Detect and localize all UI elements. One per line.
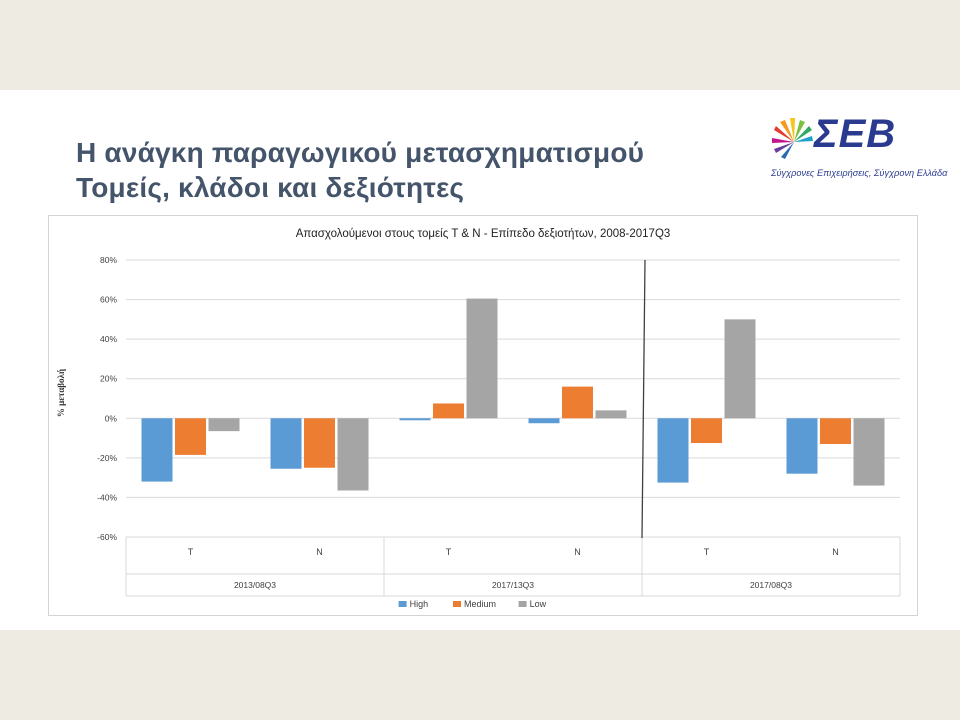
bar-high: [786, 418, 818, 474]
group-label: 2017/08Q3: [750, 580, 792, 590]
legend-swatch-medium: [453, 601, 461, 607]
bar-low: [853, 418, 885, 486]
slide-title-line2: Τομείς, κλάδοι και δεξιότητες: [76, 172, 465, 203]
bar-medium: [175, 418, 206, 455]
legend-label-medium: Medium: [464, 599, 496, 609]
chart-frame: Απασχολούμενοι στους τομείς T & N - Επίπ…: [48, 215, 918, 616]
legend: High Medium Low: [398, 599, 547, 609]
category-label: N: [574, 547, 581, 557]
logo-wordmark: ΣΕΒ: [814, 112, 897, 156]
period-separator-line: [641, 259, 646, 539]
category-label: N: [832, 547, 839, 557]
legend-label-high: High: [410, 599, 429, 609]
bar-chart: Απασχολούμενοι στους τομείς T & N - Επίπ…: [56, 228, 901, 609]
sev-logo: ΣΕΒ Σύγχρονες Επιχειρήσεις, Σύγχρονη Ελλ…: [770, 112, 950, 180]
bar-high: [657, 418, 689, 483]
bar-low: [466, 298, 498, 419]
bar-high: [141, 418, 173, 482]
bar-medium: [691, 418, 722, 444]
group-label: 2013/08Q3: [234, 580, 276, 590]
bar-medium: [433, 403, 464, 419]
legend-label-low: Low: [530, 599, 547, 609]
y-tick-label: -60%: [97, 532, 117, 542]
y-tick-label: 40%: [100, 334, 117, 344]
group-label: 2017/13Q3: [492, 580, 534, 590]
bar-low: [595, 410, 627, 419]
bar-medium: [820, 418, 851, 445]
bar-high: [270, 418, 302, 469]
y-tick-labels: 80% 60% 40% 20% 0% -20% -40% -60%: [97, 255, 117, 542]
bar-medium: [304, 418, 335, 468]
slide: Η ανάγκη παραγωγικού μετασχηματισμού Τομ…: [0, 90, 960, 630]
y-tick-label: -40%: [97, 492, 117, 502]
logo-tagline: Σύγχρονες Επιχειρήσεις, Σύγχρονη Ελλάδα: [771, 168, 948, 178]
legend-swatch-low: [518, 601, 527, 607]
chart-title: Απασχολούμενοι στους τομείς T & N - Επίπ…: [296, 228, 671, 240]
y-tick-label: 80%: [100, 255, 117, 265]
legend-swatch-high: [398, 601, 407, 607]
logo-burst-icon: [772, 118, 813, 159]
category-axis: T N 2013/08Q3 T N 2017/13Q3 T N 2017/08Q3: [125, 536, 901, 597]
gridlines: [126, 259, 900, 538]
bar-high: [528, 418, 560, 424]
category-label: T: [446, 547, 452, 557]
bar-low: [724, 319, 756, 419]
bar-high: [399, 418, 431, 421]
slide-title-line1: Η ανάγκη παραγωγικού μετασχηματισμού: [76, 137, 645, 168]
bar-low: [208, 418, 240, 432]
bar-medium: [562, 386, 593, 419]
y-tick-label: 20%: [100, 374, 117, 384]
y-tick-label: 60%: [100, 295, 117, 305]
category-label: T: [188, 547, 194, 557]
y-axis-label: % μεταβολή: [56, 369, 66, 417]
y-tick-label: 0%: [105, 413, 118, 423]
bar-low: [337, 418, 369, 491]
y-tick-label: -20%: [97, 453, 117, 463]
bars: [141, 298, 885, 491]
category-label: T: [704, 547, 710, 557]
category-label: N: [316, 547, 323, 557]
